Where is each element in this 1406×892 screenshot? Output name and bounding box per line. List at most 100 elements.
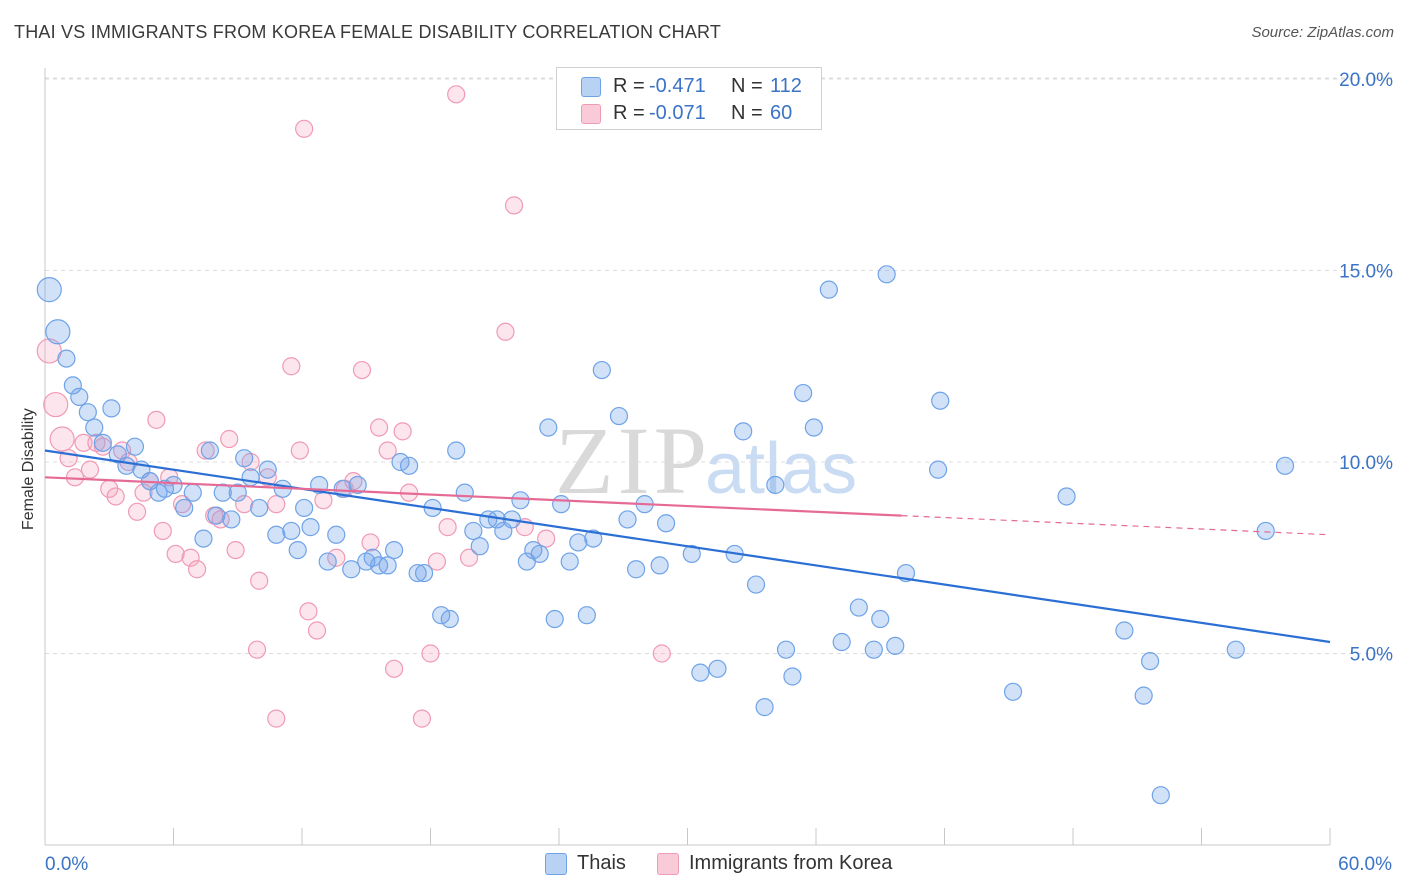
- thais-point: [342, 560, 361, 579]
- thais-point: [78, 403, 97, 422]
- thais-point: [545, 609, 564, 629]
- thais-point: [175, 498, 194, 518]
- thais-point: [432, 606, 451, 625]
- korea-swatch-icon: [581, 104, 601, 124]
- thais-point: [871, 609, 890, 629]
- thais-point: [200, 441, 220, 460]
- thais-point: [849, 598, 868, 617]
- series-thais-points: [36, 265, 1295, 805]
- thais-point: [734, 422, 753, 441]
- thais-point: [378, 556, 397, 575]
- korea-point: [282, 357, 301, 376]
- thais-point: [755, 698, 774, 717]
- korea-point: [327, 548, 346, 567]
- thais-point: [295, 498, 314, 518]
- korea-point: [361, 533, 380, 552]
- y-tick-label: 5.0%: [1350, 645, 1393, 666]
- legend-n-label: N =: [731, 102, 763, 124]
- korea-point: [267, 709, 286, 728]
- tick-labels: 5.0% 10.0% 15.0% 20.0% 0.0% 60.0%: [45, 70, 1393, 875]
- thais-point: [577, 606, 596, 625]
- thais-point: [682, 544, 701, 564]
- thais-trend-line: [44, 449, 1331, 644]
- korea-point: [370, 418, 389, 437]
- thais-point: [125, 437, 145, 456]
- axes: [44, 68, 1331, 846]
- thais-point: [1256, 521, 1275, 541]
- bottom-legend-thais-label: Thais: [577, 852, 626, 874]
- legend-n-value: 60: [770, 102, 793, 124]
- thais-point: [207, 506, 226, 525]
- thais-point: [70, 387, 89, 406]
- thais-point: [348, 475, 367, 495]
- korea-point: [235, 495, 254, 514]
- thais-point: [539, 418, 558, 437]
- legend-r-value: -0.471: [649, 75, 706, 97]
- thais-point: [267, 525, 286, 544]
- korea-point: [147, 410, 166, 429]
- thais-point: [592, 360, 611, 380]
- korea-swatch-icon: [657, 853, 679, 875]
- thais-point: [440, 609, 459, 629]
- thais-point: [391, 452, 410, 472]
- thais-point: [282, 521, 301, 541]
- thais-point: [832, 632, 851, 652]
- x-tick-label: 60.0%: [1338, 854, 1392, 875]
- thais-point: [464, 521, 483, 541]
- thais-point: [708, 659, 727, 678]
- thais-point: [164, 475, 183, 495]
- korea-point: [393, 422, 412, 441]
- thais-point: [93, 433, 112, 452]
- thais-point: [399, 456, 419, 475]
- thais-point: [1226, 640, 1245, 659]
- thais-point: [117, 456, 136, 475]
- thais-point: [333, 479, 352, 498]
- thais-point: [794, 383, 813, 403]
- korea-point: [290, 441, 309, 460]
- thais-point: [194, 529, 213, 548]
- watermark-zip: ZIP: [555, 407, 711, 514]
- korea-point: [438, 518, 457, 537]
- korea-point: [412, 709, 432, 728]
- thais-point: [656, 514, 676, 533]
- korea-point: [49, 426, 75, 452]
- thais-point: [691, 663, 710, 682]
- thais-point: [102, 399, 121, 418]
- korea-point: [384, 659, 404, 678]
- korea-point: [652, 644, 671, 663]
- korea-point: [247, 640, 267, 659]
- thais-point: [36, 277, 62, 303]
- korea-point: [220, 429, 239, 449]
- korea-point: [181, 548, 200, 567]
- watermark-atlas: atlas: [705, 429, 857, 509]
- korea-point: [352, 360, 372, 380]
- korea-point: [196, 441, 215, 460]
- legend-n-label: N =: [731, 75, 763, 97]
- korea-point: [307, 621, 327, 640]
- korea-point: [299, 602, 318, 621]
- thais-point: [222, 510, 241, 529]
- korea-point: [459, 548, 479, 567]
- y-tick-label: 10.0%: [1339, 453, 1393, 474]
- thais-point: [301, 518, 320, 537]
- thais-point: [183, 483, 202, 502]
- thais-swatch-icon: [545, 853, 567, 875]
- korea-point: [187, 560, 207, 579]
- thais-point: [1057, 487, 1076, 506]
- korea-point: [250, 571, 269, 590]
- thais-point: [804, 418, 823, 437]
- korea-point: [295, 119, 314, 138]
- thais-point: [864, 640, 883, 659]
- thais-point: [85, 418, 104, 437]
- thais-point: [258, 460, 277, 479]
- thais-point: [327, 525, 346, 544]
- korea-point: [74, 433, 93, 452]
- trend-lines: [44, 449, 1331, 644]
- y-axis-title: Female Disability: [20, 408, 37, 530]
- thais-point: [928, 460, 948, 479]
- thais-point: [626, 560, 646, 579]
- korea-point: [267, 495, 286, 514]
- korea-trend-extension: [901, 515, 1331, 536]
- thais-point: [552, 495, 571, 514]
- thais-point: [455, 483, 474, 502]
